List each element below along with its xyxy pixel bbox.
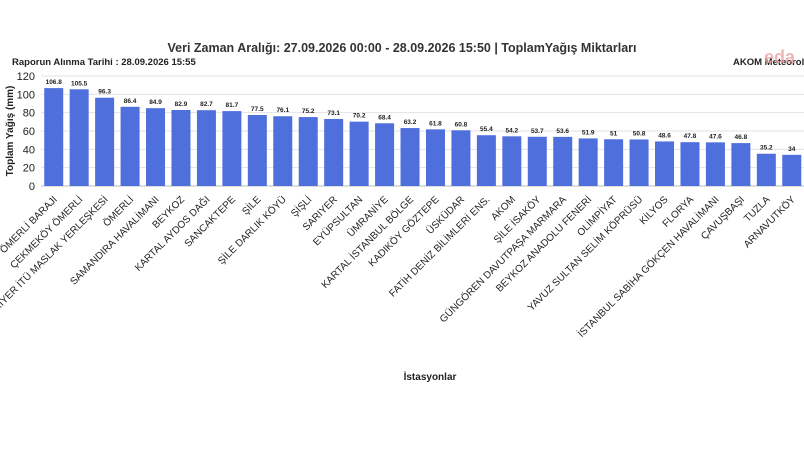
bar-value-labels: 106.8 105.5 96.3 86.4 84.9 82.9 82.7 81.7 77.5 76…	[46, 79, 796, 153]
y-tick-label: 80	[23, 108, 35, 120]
bar	[502, 136, 522, 186]
bar	[273, 116, 293, 186]
bar	[680, 142, 700, 186]
bar	[604, 139, 624, 186]
bar-value-label: 48.6	[658, 132, 671, 139]
bar-value-label: 106.8	[46, 79, 63, 86]
bar	[756, 153, 776, 186]
bar-value-label: 68.4	[378, 114, 391, 121]
bar-value-label: 46.8	[735, 134, 748, 141]
x-axis-title: İstasyonlar	[404, 370, 457, 383]
bar-value-label: 47.6	[709, 133, 722, 140]
bars	[44, 88, 802, 186]
bar	[655, 141, 675, 186]
y-axis-title: Toplam Yağış (mm)	[5, 86, 16, 177]
bar	[375, 123, 395, 186]
bar	[553, 136, 573, 186]
bar	[705, 142, 725, 186]
bar	[95, 97, 115, 186]
bar	[629, 139, 649, 186]
bar-value-label: 84.9	[149, 99, 162, 106]
bar-value-label: 53.7	[531, 128, 544, 135]
bar	[476, 135, 496, 186]
grid-lines	[41, 75, 804, 187]
bar-value-label: 47.8	[684, 133, 697, 140]
bar	[782, 154, 802, 186]
bar	[196, 110, 216, 186]
x-category-label: ŞİLE	[239, 193, 264, 218]
bar-value-label: 76.1	[276, 107, 289, 114]
bar	[324, 118, 344, 186]
bar	[527, 136, 547, 186]
y-tick-label: 120	[17, 71, 35, 83]
bar	[247, 114, 267, 186]
bar-value-label: 82.7	[200, 101, 213, 108]
bar-value-label: 73.1	[327, 110, 340, 117]
watermark-logo: eda	[764, 47, 796, 67]
bar-value-label: 82.9	[175, 101, 188, 108]
bar	[222, 111, 242, 186]
y-tick-label: 60	[23, 126, 35, 138]
bar	[425, 129, 445, 186]
bar	[69, 89, 89, 186]
bar-value-label: 96.3	[98, 89, 111, 96]
y-tick-label: 20	[23, 163, 35, 175]
bar	[120, 106, 140, 186]
bar-value-label: 51	[610, 130, 618, 137]
bar	[731, 143, 751, 186]
bar	[146, 108, 166, 186]
bar	[578, 138, 598, 186]
bar-value-label: 86.4	[124, 98, 137, 105]
bar	[44, 88, 64, 186]
bar-value-label: 55.4	[480, 126, 493, 133]
source-label: AKOM Meteoroloji	[733, 57, 804, 68]
bar	[171, 110, 191, 186]
y-tick-label: 0	[29, 181, 35, 193]
bar-value-label: 60.8	[455, 121, 468, 128]
bar-value-label: 77.5	[251, 106, 264, 113]
bar-value-label: 81.7	[226, 102, 239, 109]
bar-value-label: 50.8	[633, 130, 646, 137]
bar-value-label: 35.2	[760, 145, 773, 152]
y-tick-label: 100	[17, 89, 35, 101]
bar-value-label: 53.6	[556, 128, 569, 135]
y-axis-ticks: 0 20 40 60 80 100 120	[17, 71, 35, 193]
y-tick-label: 40	[23, 144, 35, 156]
bar-value-label: 105.5	[71, 80, 88, 87]
bar-value-label: 34	[788, 146, 796, 153]
report-date: Raporun Alınma Tarihi : 28.09.2026 15:55	[12, 57, 196, 68]
bar	[451, 130, 471, 186]
bar	[298, 117, 318, 186]
bar-value-label: 54.2	[505, 127, 518, 134]
bar-value-label: 51.9	[582, 129, 595, 136]
bar-value-label: 61.8	[429, 120, 442, 127]
bar	[349, 121, 369, 186]
bar	[400, 128, 420, 186]
bar-value-label: 75.2	[302, 108, 315, 115]
bar-value-label: 63.2	[404, 119, 417, 126]
chart-title: Veri Zaman Aralığı: 27.09.2026 00:00 - 2…	[167, 41, 637, 55]
bar-value-label: 70.2	[353, 113, 366, 120]
